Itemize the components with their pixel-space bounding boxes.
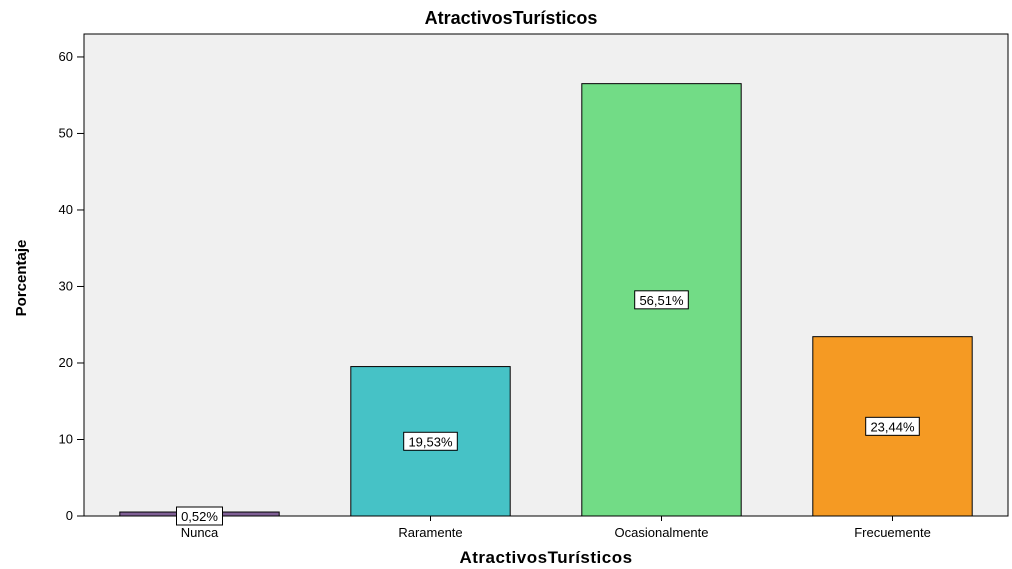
x-tick-label: Nunca xyxy=(181,525,219,540)
x-tick-label: Ocasionalmente xyxy=(615,525,709,540)
data-label-box xyxy=(403,431,458,451)
data-label: 0,52% xyxy=(181,509,218,524)
chart-title: AtractivosTurísticos xyxy=(425,8,598,28)
data-label-box xyxy=(634,290,689,310)
data-labels: 0,52% 19,53% 56,51% 23,44% xyxy=(176,290,920,526)
data-label: 23,44% xyxy=(870,419,915,434)
y-tick-label: 10 xyxy=(59,431,73,446)
y-tick-label: 50 xyxy=(59,125,73,140)
data-label: 56,51% xyxy=(639,293,684,308)
y-tick-label: 0 xyxy=(66,508,73,523)
data-label-box xyxy=(865,416,920,436)
y-axis: 0 10 20 30 40 50 60 xyxy=(59,49,84,523)
y-tick-label: 40 xyxy=(59,202,73,217)
y-tick-label: 30 xyxy=(59,278,73,293)
y-tick-label: 20 xyxy=(59,355,73,370)
x-tick-label: Frecuemente xyxy=(854,525,931,540)
y-axis-title: Porcentaje xyxy=(13,240,30,317)
x-axis-ticks: Nunca Raramente Ocasionalmente Frecuemente xyxy=(181,516,931,540)
x-tick-label: Raramente xyxy=(398,525,462,540)
y-tick-label: 60 xyxy=(59,49,73,64)
data-label-box xyxy=(176,506,223,526)
x-axis-title: AtractivosTurísticos xyxy=(459,548,632,567)
data-label: 19,53% xyxy=(408,434,453,449)
